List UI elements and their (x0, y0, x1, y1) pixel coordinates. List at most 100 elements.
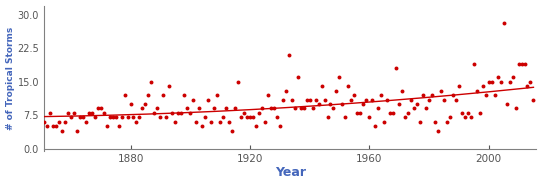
Point (186, 112, 195, 115)
Point (189, 98, 197, 101)
Point (293, 76, 302, 79)
Point (177, 112, 185, 115)
Point (269, 107, 278, 110)
Point (440, 98, 448, 101)
Point (174, 112, 183, 115)
Point (526, 80, 535, 83)
Point (183, 107, 191, 110)
Point (499, 22, 508, 25)
Point (129, 116, 138, 119)
Point (120, 94, 129, 97)
Point (285, 53, 293, 56)
Point (261, 120, 269, 123)
Point (473, 89, 481, 92)
Point (222, 107, 230, 110)
Point (380, 120, 389, 123)
Point (275, 125, 284, 128)
Point (428, 94, 436, 97)
Point (457, 112, 466, 115)
Point (192, 120, 201, 123)
Point (463, 112, 472, 115)
Point (449, 94, 457, 97)
Point (195, 107, 203, 110)
Point (46, 112, 54, 115)
Point (365, 116, 373, 119)
Point (311, 98, 320, 101)
Point (329, 107, 338, 110)
Point (150, 112, 159, 115)
Point (40, 120, 48, 123)
Point (171, 120, 179, 123)
Point (529, 98, 538, 101)
Point (207, 120, 215, 123)
Point (493, 76, 502, 79)
Point (505, 80, 514, 83)
Point (496, 80, 505, 83)
Point (341, 116, 350, 119)
Point (51, 125, 60, 128)
Point (424, 98, 433, 101)
Point (273, 116, 281, 119)
Point (126, 102, 135, 105)
Point (85, 112, 93, 115)
Point (75, 116, 84, 119)
Point (165, 85, 173, 88)
Point (406, 98, 415, 101)
Point (67, 116, 75, 119)
Point (344, 85, 353, 88)
Point (240, 112, 248, 115)
Point (114, 125, 123, 128)
Point (412, 102, 421, 105)
Point (335, 76, 344, 79)
Point (263, 94, 272, 97)
Point (57, 129, 66, 132)
Point (446, 116, 454, 119)
Point (418, 94, 427, 97)
Point (105, 116, 114, 119)
Point (508, 76, 517, 79)
Point (392, 67, 401, 70)
Point (422, 107, 430, 110)
Point (237, 116, 246, 119)
Point (475, 112, 484, 115)
Point (228, 129, 236, 132)
Point (443, 120, 451, 123)
Point (353, 112, 362, 115)
Point (138, 107, 147, 110)
Point (455, 85, 463, 88)
Point (320, 98, 329, 101)
Point (520, 62, 529, 65)
Point (210, 107, 218, 110)
Point (398, 89, 406, 92)
Point (434, 129, 442, 132)
Point (502, 102, 511, 105)
Point (225, 120, 234, 123)
Point (147, 80, 156, 83)
Point (389, 112, 397, 115)
Point (91, 116, 99, 119)
Point (257, 107, 266, 110)
Point (386, 112, 395, 115)
Point (395, 102, 403, 105)
Point (401, 116, 409, 119)
Point (162, 116, 171, 119)
Point (267, 107, 275, 110)
Point (111, 116, 120, 119)
Point (81, 120, 90, 123)
Point (108, 116, 117, 119)
Point (296, 107, 305, 110)
Point (485, 80, 493, 83)
Point (279, 98, 287, 101)
Point (469, 62, 478, 65)
Point (63, 112, 72, 115)
Point (55, 120, 63, 123)
Point (123, 116, 132, 119)
Point (117, 116, 126, 119)
Point (198, 125, 207, 128)
Point (249, 116, 257, 119)
Point (132, 120, 141, 123)
Point (517, 62, 526, 65)
Point (144, 94, 153, 97)
Point (255, 112, 263, 115)
Point (308, 107, 317, 110)
